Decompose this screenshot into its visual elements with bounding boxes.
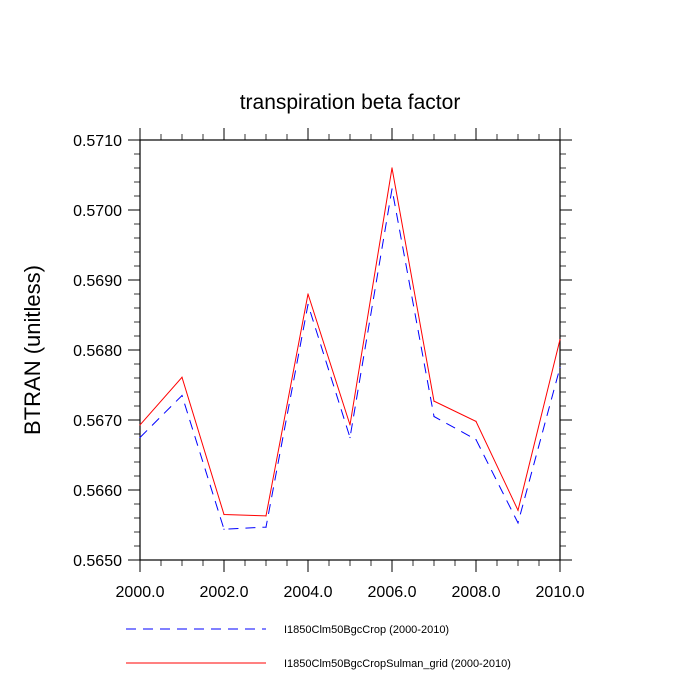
series-group bbox=[139, 167, 561, 530]
data-point-1 bbox=[433, 400, 435, 402]
data-point-1 bbox=[475, 420, 477, 422]
x-tick-label: 2000.0 bbox=[116, 584, 165, 601]
x-tick-label: 2010.0 bbox=[536, 584, 585, 601]
y-tick-label: 0.5650 bbox=[73, 553, 122, 570]
x-tick-label: 2008.0 bbox=[452, 584, 501, 601]
data-point-0 bbox=[223, 528, 225, 530]
data-point-0 bbox=[265, 526, 267, 528]
data-point-1 bbox=[223, 513, 225, 516]
x-tick-label: 2002.0 bbox=[200, 584, 249, 601]
data-point-1 bbox=[517, 509, 519, 511]
y-tick-label: 0.5670 bbox=[73, 413, 122, 430]
y-tick-label: 0.5710 bbox=[73, 133, 122, 150]
data-point-0 bbox=[433, 415, 435, 418]
data-point-1 bbox=[307, 293, 309, 295]
y-axis-label: BTRAN (unitless) bbox=[20, 265, 45, 435]
x-tick-label: 2004.0 bbox=[284, 584, 333, 601]
data-point-1 bbox=[391, 167, 393, 169]
data-point-0 bbox=[307, 303, 309, 306]
data-point-0 bbox=[181, 394, 183, 397]
y-tick-label: 0.5680 bbox=[73, 343, 122, 360]
data-point-0 bbox=[475, 439, 477, 441]
legend-label-sulman: I1850Clm50BgcCropSulman_grid (2000-2010) bbox=[284, 658, 511, 670]
data-point-0 bbox=[349, 436, 351, 439]
data-point-1 bbox=[265, 515, 267, 517]
data-point-1 bbox=[559, 338, 561, 341]
data-point-0 bbox=[517, 522, 519, 524]
series-line-1 bbox=[139, 167, 561, 517]
data-point-0 bbox=[391, 188, 393, 190]
y-tick-label: 0.5660 bbox=[73, 483, 122, 500]
y-tick-label: 0.5690 bbox=[73, 273, 122, 290]
plot-frame-group: 0.5650 0.5660 0.5670 0.5680 0.5690 0.5700 0.57… bbox=[73, 128, 585, 601]
data-point-1 bbox=[349, 424, 351, 426]
legend-label-crop: I1850Clm50BgcCrop (2000-2010) bbox=[284, 624, 449, 636]
data-point-0 bbox=[559, 366, 561, 369]
y-tick-label: 0.5700 bbox=[73, 203, 122, 220]
data-point-0 bbox=[139, 436, 141, 439]
chart-title: transpiration beta factor bbox=[240, 91, 461, 114]
series-line-0 bbox=[139, 188, 561, 530]
data-point-1 bbox=[139, 424, 141, 426]
plot-frame bbox=[139, 139, 561, 561]
x-tick-label: 2006.0 bbox=[368, 584, 417, 601]
legend: I1850Clm50BgcCrop (2000-2010) I1850Clm50… bbox=[126, 624, 511, 670]
data-point-1 bbox=[181, 376, 183, 378]
